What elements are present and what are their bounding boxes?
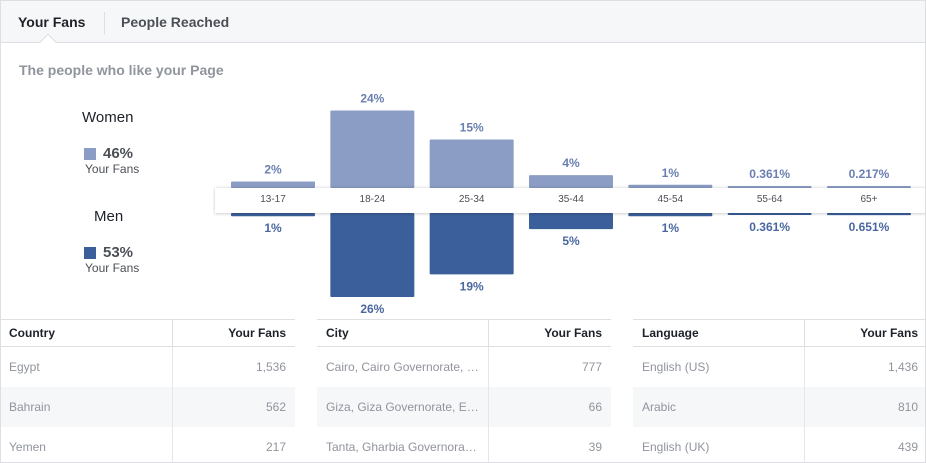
table-row: Yemen 217 [1, 427, 295, 462]
data-label-women-35-44: 4% [562, 156, 580, 170]
data-label-men-18-24: 26% [360, 302, 384, 316]
country-fans: 217 [265, 440, 286, 454]
age-tick-label: 13-17 [260, 194, 286, 205]
city-name: Cairo, Cairo Governorate, Egypt [326, 360, 480, 374]
table-row: English (UK) 439 [633, 427, 925, 462]
column-divider [488, 320, 489, 347]
column-header-your-fans[interactable]: Your Fans [544, 326, 602, 340]
data-label-women-13-17: 2% [264, 163, 282, 177]
bar-women-25-34[interactable] [429, 139, 514, 188]
bar-men-45-54[interactable] [628, 213, 713, 217]
age-tick-label: 55-64 [756, 194, 783, 205]
cell-divider [488, 427, 489, 462]
legend-men-percent: 53% [103, 244, 134, 261]
cell-divider [172, 427, 173, 462]
table-row: Cairo, Cairo Governorate, Egypt 777 [317, 347, 611, 387]
data-label-men-35-44: 5% [562, 234, 580, 248]
column-divider [804, 320, 805, 347]
data-label-men-13-17: 1% [264, 221, 282, 235]
language-fans: 1,436 [887, 360, 918, 374]
age-axis-band [215, 188, 925, 213]
data-label-men-45-54: 1% [662, 221, 680, 235]
data-label-women-25-34: 15% [460, 121, 484, 135]
table-row: English (US) 1,436 [633, 347, 925, 387]
bar-men-25-34[interactable] [429, 213, 514, 275]
column-header-your-fans[interactable]: Your Fans [860, 326, 918, 340]
data-label-women-18-24: 24% [360, 91, 384, 105]
table-row: Egypt 1,536 [1, 347, 295, 387]
language-fans: 439 [897, 440, 918, 454]
data-label-men-65+: 0.651% [849, 220, 890, 234]
bar-men-65+[interactable] [826, 213, 911, 216]
city-fans: 777 [581, 360, 602, 374]
data-label-women-45-54: 1% [662, 166, 680, 180]
legend-women-swatch [84, 148, 96, 160]
table-row: Giza, Giza Governorate, Egypt 66 [317, 387, 611, 427]
country-fans: 1,536 [255, 360, 286, 374]
data-label-men-55-64: 0.361% [749, 220, 790, 234]
tab-bar: Your Fans People Reached [1, 1, 925, 51]
age-tick-label: 65+ [860, 194, 878, 205]
column-header-city[interactable]: City [326, 326, 349, 340]
country-name: Yemen [9, 440, 46, 454]
data-label-men-25-34: 19% [460, 279, 484, 293]
city-table: City Your Fans Cairo, Cairo Governorate,… [317, 319, 611, 462]
language-fans: 810 [897, 400, 918, 414]
cell-divider [804, 387, 805, 427]
bar-men-18-24[interactable] [330, 213, 415, 297]
city-name: Tanta, Gharbia Governorate, Egypt [326, 440, 480, 454]
table-header: Language Your Fans [633, 319, 925, 347]
language-name: English (US) [642, 360, 710, 374]
table-row: Bahrain 562 [1, 387, 295, 427]
age-tick-label: 45-54 [657, 194, 684, 205]
column-divider [172, 320, 173, 347]
column-header-country[interactable]: Country [9, 326, 55, 340]
bar-women-35-44[interactable] [528, 175, 613, 188]
language-table: Language Your Fans English (US) 1,436 Ar… [633, 319, 925, 462]
table-row: Tanta, Gharbia Governorate, Egypt 39 [317, 427, 611, 462]
column-header-your-fans[interactable]: Your Fans [228, 326, 286, 340]
table-row: Arabic 810 [633, 387, 925, 427]
column-header-language[interactable]: Language [642, 326, 699, 340]
country-fans: 562 [265, 400, 286, 414]
bar-men-13-17[interactable] [231, 213, 315, 217]
legend-women-sub: Your Fans [85, 162, 140, 176]
legend-women-percent: 46% [103, 145, 134, 162]
city-name: Giza, Giza Governorate, Egypt [326, 400, 480, 414]
legend-men-title: Men [94, 208, 124, 225]
cell-divider [804, 347, 805, 387]
bar-women-18-24[interactable] [330, 110, 415, 188]
legend-women-title: Women [82, 109, 134, 126]
age-tick-label: 35-44 [558, 194, 584, 205]
tab-divider [104, 12, 105, 34]
data-label-women-55-64: 0.361% [749, 167, 790, 181]
legend-men-swatch [84, 247, 96, 259]
cell-divider [488, 347, 489, 387]
country-table: Country Your Fans Egypt 1,536 Bahrain 56… [1, 319, 295, 462]
tab-your-fans[interactable]: Your Fans [18, 14, 86, 30]
city-fans: 39 [588, 440, 602, 454]
cell-divider [804, 427, 805, 462]
language-name: Arabic [642, 400, 677, 414]
section-subtitle: The people who like your Page [19, 62, 224, 78]
age-gender-chart: 2% 1% 24% 26% 15% 19% 4% 5% 1% 1% 0.361% 0.361% 0.21… [231, 91, 911, 316]
table-header: City Your Fans [317, 319, 611, 347]
tab-people-reached[interactable]: People Reached [121, 14, 230, 30]
legend-men-sub: Your Fans [85, 261, 140, 275]
table-header: Country Your Fans [1, 319, 295, 347]
city-fans: 66 [588, 400, 602, 414]
bar-men-35-44[interactable] [528, 213, 613, 230]
cell-divider [488, 387, 489, 427]
age-tick-label: 25-34 [458, 194, 485, 205]
country-name: Bahrain [9, 400, 51, 414]
country-name: Egypt [9, 360, 40, 374]
cell-divider [172, 347, 173, 387]
language-name: English (UK) [642, 440, 710, 454]
data-label-women-65+: 0.217% [849, 167, 890, 181]
bar-men-55-64[interactable] [727, 213, 812, 215]
age-tick-label: 18-24 [359, 194, 386, 205]
cell-divider [172, 387, 173, 427]
